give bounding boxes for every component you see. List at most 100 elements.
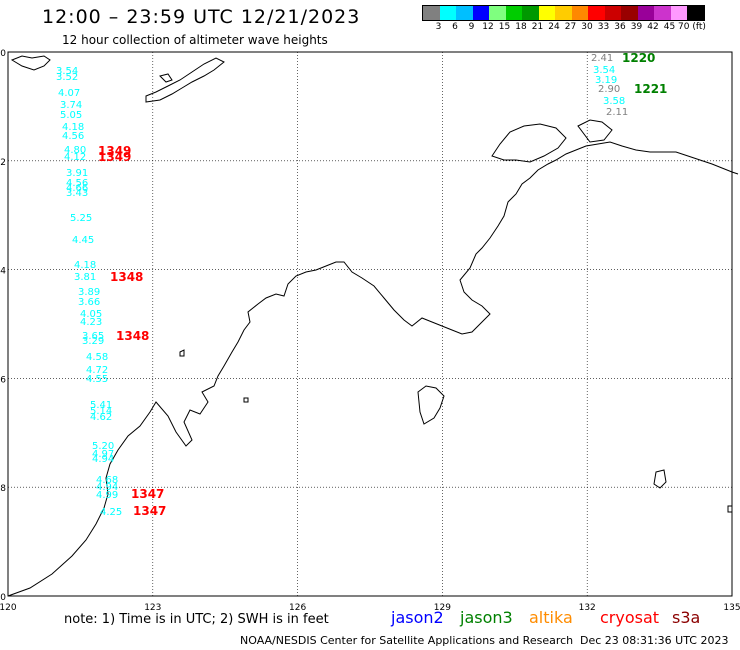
legend-label: 27 bbox=[564, 22, 577, 32]
swh-value: 3.65 bbox=[82, 331, 104, 342]
legend-s3a: s3a bbox=[672, 608, 701, 627]
swh-value: 4.45 bbox=[72, 235, 94, 246]
legend-label: 39 bbox=[630, 22, 643, 32]
legend-label: 70 (ft) bbox=[678, 22, 706, 32]
legend-label: 21 bbox=[531, 22, 544, 32]
legend-label: 45 bbox=[663, 22, 676, 32]
legend-label: 24 bbox=[548, 22, 560, 32]
lat-tick-label: -16 bbox=[0, 375, 6, 385]
swh-value: 4.80 bbox=[64, 145, 86, 156]
legend-label: 36 bbox=[614, 22, 626, 32]
legend-label: 3 bbox=[435, 22, 442, 32]
legend-label: 9 bbox=[468, 22, 475, 32]
swh-value: 4.07 bbox=[58, 88, 80, 99]
swh-value: 3.54 bbox=[593, 65, 615, 76]
swh-value: 4.94 bbox=[92, 454, 114, 465]
swh-value: 4.62 bbox=[90, 412, 112, 423]
swh-value: 4.05 bbox=[80, 309, 102, 320]
swh-value: 4.56 bbox=[62, 131, 84, 142]
lat-tick-label: -12 bbox=[0, 158, 6, 168]
legend-swatch bbox=[604, 6, 621, 20]
swh-value: 5.14 bbox=[90, 406, 112, 417]
lat-tick-label: -10 bbox=[0, 49, 6, 59]
swh-value: 4.68 bbox=[96, 475, 118, 486]
legend-swatch bbox=[621, 6, 638, 20]
legend-label: 6 bbox=[452, 22, 458, 32]
footer-credit: NOAA/NESDIS Center for Satellite Applica… bbox=[240, 634, 574, 647]
swh-value: 2.11 bbox=[606, 107, 628, 118]
pass-time-label: 1349 bbox=[98, 150, 131, 164]
legend-swatch bbox=[555, 6, 572, 20]
pass-time-label: 1348 bbox=[116, 329, 149, 343]
map-grid: -10 -12 -14 -16 -18 -20120 123 126 129 132 135 bbox=[0, 49, 740, 613]
page-subtitle: 12 hour collection of altimeter wave hei… bbox=[62, 33, 328, 47]
pass-time-label: 1221 bbox=[634, 82, 667, 96]
swh-value: 4.97 bbox=[92, 449, 114, 460]
swh-value: 2.90 bbox=[598, 84, 620, 95]
lon-tick-label: 126 bbox=[289, 603, 306, 613]
swh-value: 4.56 bbox=[66, 178, 88, 189]
lon-tick-label: 135 bbox=[723, 603, 740, 613]
swh-value: 4.12 bbox=[64, 152, 86, 163]
coastline bbox=[7, 55, 739, 597]
lat-tick-label: -14 bbox=[0, 267, 6, 277]
swh-value: 4.99 bbox=[96, 490, 118, 501]
legend-swatch bbox=[588, 6, 605, 20]
map-frame bbox=[7, 51, 733, 597]
legend-swatch bbox=[654, 6, 671, 20]
legend-label: 15 bbox=[498, 22, 511, 32]
legend-swatch bbox=[472, 6, 489, 20]
swh-value: 4.94 bbox=[96, 482, 118, 493]
legend-swatch bbox=[505, 6, 522, 20]
swh-value: 5.05 bbox=[60, 110, 82, 121]
lon-tick-label: 129 bbox=[434, 603, 451, 613]
wave-height-color-legend bbox=[422, 5, 705, 21]
legend-swatch bbox=[571, 6, 588, 20]
swh-value: 3.66 bbox=[78, 297, 100, 308]
pass-time-label: 1347 bbox=[133, 504, 166, 518]
swh-value: 3.74 bbox=[60, 100, 82, 111]
swh-value: 3.81 bbox=[74, 272, 96, 283]
legend-swatch bbox=[489, 6, 506, 20]
page-title: 12:00 – 23:59 UTC 12/21/2023 bbox=[42, 6, 361, 28]
swh-value: 5.25 bbox=[70, 213, 92, 224]
legend-label: 42 bbox=[647, 22, 659, 32]
swh-value: 3.43 bbox=[66, 188, 88, 199]
legend-swatch bbox=[439, 6, 456, 20]
legend-swatch bbox=[456, 6, 473, 20]
legend-label: 33 bbox=[597, 22, 610, 32]
swh-value: 4.66 bbox=[66, 183, 88, 194]
legend-swatch bbox=[670, 6, 687, 20]
lat-tick-label: -20 bbox=[0, 593, 6, 603]
footer-note: note: 1) Time is in UTC; 2) SWH is in fe… bbox=[64, 612, 329, 627]
lat-tick-label: -18 bbox=[0, 484, 6, 494]
swh-value: 3.89 bbox=[78, 287, 100, 298]
swh-value: 4.18 bbox=[62, 122, 84, 133]
swh-value: 4.72 bbox=[86, 365, 108, 376]
legend-label: 12 bbox=[482, 22, 494, 32]
legend-jason3: jason3 bbox=[460, 608, 513, 627]
legend-swatch bbox=[423, 6, 440, 20]
swh-value: 3.58 bbox=[603, 96, 625, 107]
swh-value: 3.29 bbox=[82, 336, 104, 347]
legend-cryosat: cryosat bbox=[600, 608, 660, 627]
pass-time-label: 1347 bbox=[131, 487, 164, 501]
legend-jason2: jason2 bbox=[391, 608, 444, 627]
swh-value: 4.55 bbox=[86, 374, 108, 385]
swh-value: 2.41 bbox=[591, 53, 613, 64]
swh-value: 3.54 bbox=[56, 66, 78, 77]
swh-value: 3.52 bbox=[56, 72, 78, 83]
swh-value: 4.58 bbox=[86, 352, 108, 363]
pass-time-label: 1220 bbox=[622, 51, 655, 65]
swh-value: 3.91 bbox=[66, 168, 88, 179]
swh-value: 5.20 bbox=[92, 441, 114, 452]
legend-swatch bbox=[538, 6, 555, 20]
legend-altika: altika bbox=[529, 608, 573, 627]
swh-value: 3.19 bbox=[595, 75, 617, 86]
lon-tick-label: 132 bbox=[579, 603, 596, 613]
swh-value: 4.18 bbox=[74, 260, 96, 271]
legend-swatch bbox=[687, 6, 704, 20]
legend-swatch bbox=[522, 6, 539, 20]
